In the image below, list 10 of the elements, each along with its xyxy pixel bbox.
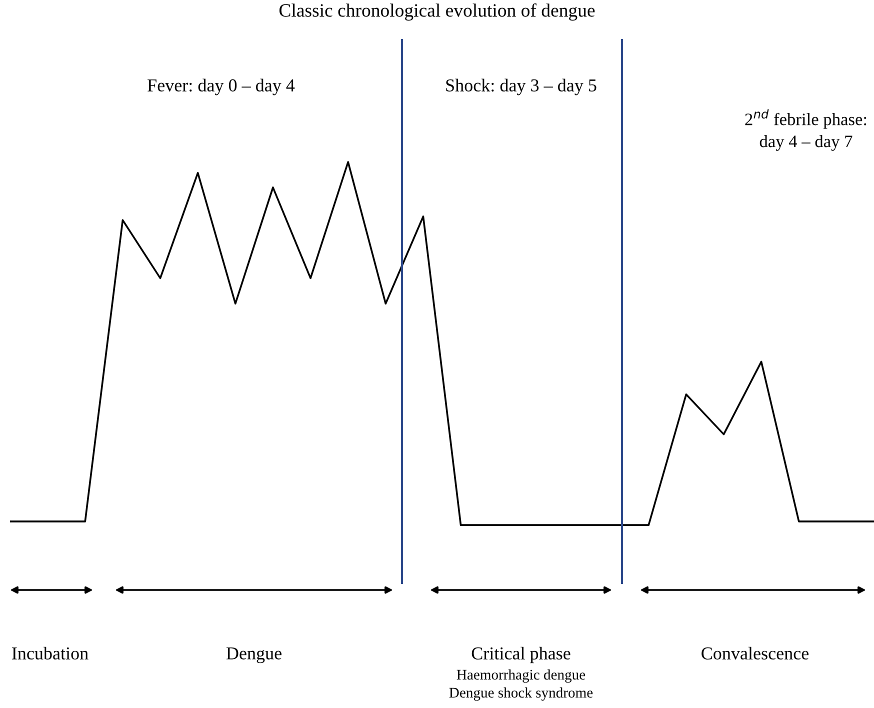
text: Incubation bbox=[12, 646, 88, 660]
text: Critical phase bbox=[472, 646, 570, 664]
text: Fever: day 0 – day 4 bbox=[148, 78, 295, 96]
text: Shock: day 3 – day 5 bbox=[446, 78, 596, 96]
text: 2$^{nd}$ febrile phase: day 4 – day 7 bbox=[745, 109, 866, 151]
text: Dengue shock syndrome bbox=[449, 687, 593, 701]
text: Convalescence bbox=[702, 646, 809, 660]
text: Dengue bbox=[226, 647, 282, 664]
chart-title: Classic chronological evolution of dengue bbox=[279, 3, 595, 21]
text: Haemorrhagic dengue bbox=[456, 669, 586, 683]
